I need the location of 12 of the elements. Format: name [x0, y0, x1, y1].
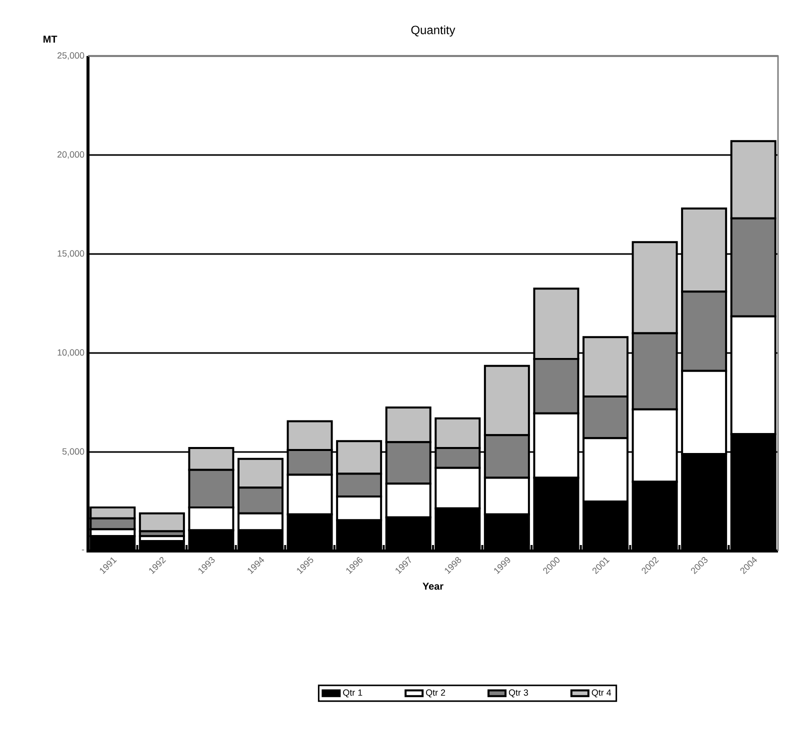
legend-label: Qtr 4 [592, 689, 612, 698]
y-axis-title: MT [44, 36, 58, 43]
y-tick-label: 15,000 [58, 250, 84, 258]
y-tick-label: 25,000 [58, 52, 84, 60]
legend-label: Qtr 1 [343, 689, 362, 698]
y-tick-label: 20,000 [58, 151, 84, 159]
chart-title: Quantity [411, 25, 456, 37]
legend-label: Qtr 3 [508, 689, 528, 698]
y-tick-label: 5,000 [62, 448, 84, 456]
legend-label: Qtr 2 [426, 689, 446, 698]
x-axis-title: Year [422, 582, 444, 590]
y-tick-label: 10,000 [58, 349, 84, 357]
